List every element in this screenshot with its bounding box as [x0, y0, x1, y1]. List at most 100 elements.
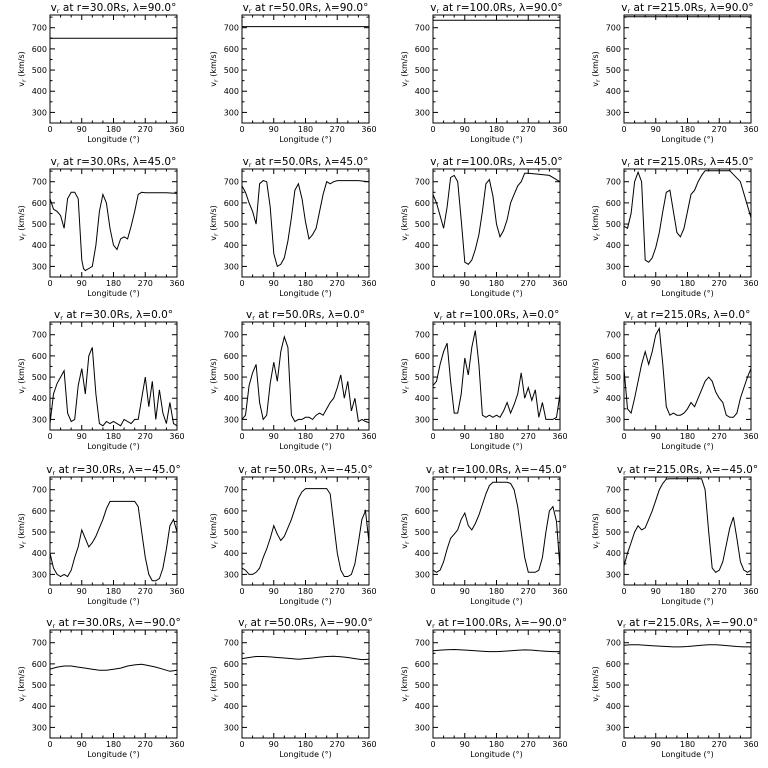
- panel-5-4: vr at r=215.0Rs, λ=−90.0° 0 90 180 270 360 300…: [591, 617, 759, 759]
- plot-frame: [49, 629, 178, 739]
- y-tick-label: 300: [415, 570, 430, 579]
- panel-2-3: vr at r=100.0Rs, λ=45.0° 0 90 180 270 360 300 4…: [400, 156, 568, 298]
- x-axis-label: Longitude (°): [661, 289, 714, 298]
- plot-frame: [623, 14, 752, 124]
- y-tick-label: 500: [415, 66, 430, 75]
- panel-title: vr at r=30.0Rs, λ=−45.0°: [46, 464, 181, 477]
- panel-title: vr at r=50.0Rs, λ=0.0°: [246, 309, 365, 322]
- y-tick-label: 300: [606, 262, 621, 271]
- panel-title: vr at r=30.0Rs, λ=−90.0°: [46, 617, 181, 630]
- panel-title: vr at r=50.0Rs, λ=−90.0°: [238, 617, 373, 630]
- vr-series-line: [242, 655, 369, 661]
- x-tick-label: 180: [680, 740, 695, 749]
- panel-title: vr at r=30.0Rs, λ=0.0°: [54, 309, 173, 322]
- panel-1-2: vr at r=50.0Rs, λ=90.0° 0 90 180 270 360 300 40…: [209, 2, 377, 144]
- y-tick-label: 500: [224, 373, 239, 382]
- panel-3-4: vr at r=215.0Rs, λ=0.0° 0 90 180 270 360 300 40…: [591, 309, 759, 451]
- vr-series-line: [242, 488, 369, 577]
- plot-frame: [49, 321, 178, 431]
- y-tick-label: 500: [224, 681, 239, 690]
- x-tick-label: 180: [489, 432, 504, 441]
- panel-5-3: vr at r=100.0Rs, λ=−90.0° 0 90 180 270 360 300…: [400, 617, 568, 759]
- panel-title: vr at r=215.0Rs, λ=−90.0°: [617, 617, 758, 630]
- x-tick-label: 180: [298, 279, 313, 288]
- plot-frame: [49, 14, 178, 124]
- y-tick-label: 700: [606, 639, 621, 648]
- y-tick-label: 500: [32, 528, 47, 537]
- x-axis-label: Longitude (°): [661, 135, 714, 144]
- y-tick-label: 400: [224, 87, 239, 96]
- y-tick-label: 400: [606, 549, 621, 558]
- vr-series-line: [624, 326, 751, 418]
- y-tick-label: 700: [415, 331, 430, 340]
- panel-5-1: vr at r=30.0Rs, λ=−90.0° 0 90 180 270 360 300 4…: [17, 617, 185, 759]
- x-tick-label: 0: [239, 587, 244, 596]
- x-tick-label: 90: [460, 740, 470, 749]
- panel-title: vr at r=30.0Rs, λ=45.0°: [51, 156, 177, 169]
- x-axis-label: Longitude (°): [661, 442, 714, 451]
- y-axis-label: vr (km/s): [209, 358, 220, 394]
- y-axis-label: vr (km/s): [17, 513, 28, 549]
- y-tick-label: 700: [32, 486, 47, 495]
- x-tick-label: 0: [621, 740, 626, 749]
- y-tick-label: 300: [415, 723, 430, 732]
- plot-frame: [241, 629, 370, 739]
- x-tick-label: 0: [239, 432, 244, 441]
- vr-series-line: [50, 191, 177, 272]
- y-axis-label: vr (km/s): [400, 205, 411, 241]
- y-tick-label: 500: [606, 373, 621, 382]
- y-tick-label: 300: [32, 108, 47, 117]
- vr-series-line: [242, 334, 369, 424]
- y-tick-label: 500: [415, 528, 430, 537]
- x-tick-label: 360: [169, 125, 184, 134]
- y-tick-label: 500: [32, 220, 47, 229]
- vr-series-line: [433, 172, 560, 265]
- panel-title: vr at r=50.0Rs, λ=−45.0°: [238, 464, 373, 477]
- y-tick-label: 600: [415, 660, 430, 669]
- x-tick-label: 360: [552, 279, 567, 288]
- y-tick-label: 300: [32, 570, 47, 579]
- y-tick-label: 300: [606, 723, 621, 732]
- x-tick-label: 0: [621, 125, 626, 134]
- plot-frame: [432, 14, 561, 124]
- x-tick-label: 270: [521, 125, 536, 134]
- y-tick-label: 400: [606, 241, 621, 250]
- y-tick-label: 700: [224, 24, 239, 33]
- y-tick-label: 300: [415, 108, 430, 117]
- y-tick-label: 400: [32, 87, 47, 96]
- x-tick-label: 90: [651, 279, 661, 288]
- x-tick-label: 270: [330, 432, 345, 441]
- y-tick-label: 600: [606, 660, 621, 669]
- x-tick-label: 270: [330, 740, 345, 749]
- y-tick-label: 700: [32, 639, 47, 648]
- x-tick-label: 90: [460, 125, 470, 134]
- panel-3-3: vr at r=100.0Rs, λ=0.0° 0 90 180 270 360 300 40…: [400, 309, 568, 451]
- y-axis-label: vr (km/s): [17, 358, 28, 394]
- y-axis-label: vr (km/s): [591, 51, 602, 87]
- y-tick-label: 600: [415, 199, 430, 208]
- y-tick-label: 300: [415, 415, 430, 424]
- x-axis-label: Longitude (°): [470, 289, 523, 298]
- y-tick-label: 700: [606, 331, 621, 340]
- plot-frame: [432, 629, 561, 739]
- x-tick-label: 360: [743, 587, 758, 596]
- y-tick-label: 600: [606, 507, 621, 516]
- y-tick-label: 500: [224, 66, 239, 75]
- y-axis-label: vr (km/s): [17, 51, 28, 87]
- x-tick-label: 360: [361, 279, 376, 288]
- x-tick-label: 180: [680, 279, 695, 288]
- y-tick-label: 300: [415, 262, 430, 271]
- x-tick-label: 360: [743, 432, 758, 441]
- x-tick-label: 90: [269, 125, 279, 134]
- x-tick-label: 270: [712, 740, 727, 749]
- x-tick-label: 0: [430, 279, 435, 288]
- y-axis-label: vr (km/s): [400, 51, 411, 87]
- panel-title: vr at r=215.0Rs, λ=−45.0°: [617, 464, 758, 477]
- vr-series-line: [433, 648, 560, 653]
- x-tick-label: 0: [239, 279, 244, 288]
- y-tick-label: 700: [224, 331, 239, 340]
- x-tick-label: 180: [298, 125, 313, 134]
- x-axis-label: Longitude (°): [87, 135, 140, 144]
- x-tick-label: 270: [712, 432, 727, 441]
